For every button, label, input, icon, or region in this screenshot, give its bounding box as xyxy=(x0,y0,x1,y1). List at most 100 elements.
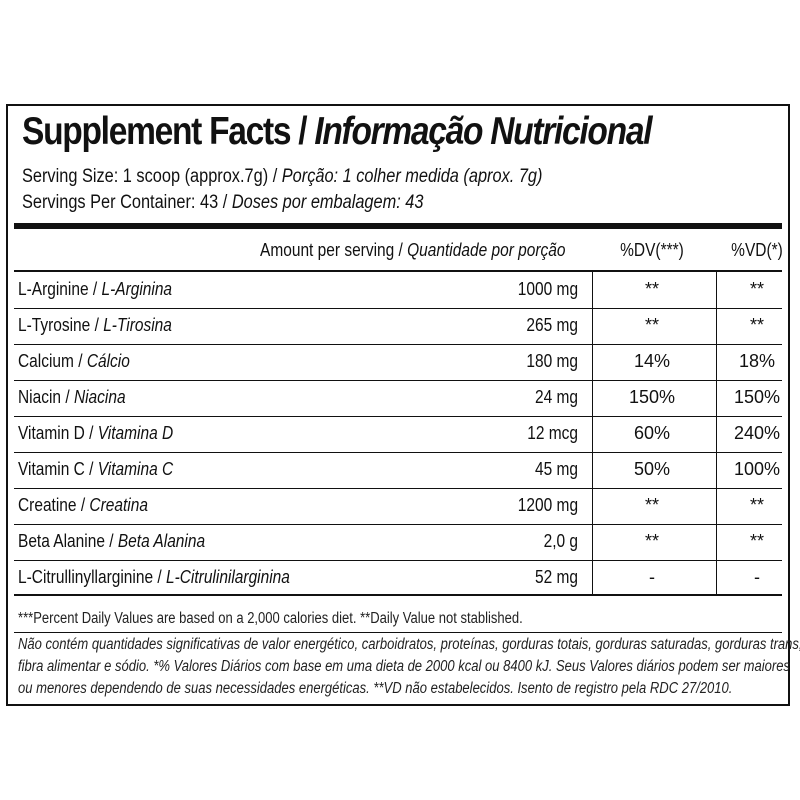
nutrient-amount: 45 mg xyxy=(534,459,578,479)
nutrient-dv: 60% xyxy=(633,423,671,443)
footnote-divider xyxy=(14,632,782,633)
table-row: Beta Alanine / Beta Alanina 2,0 g ** ** xyxy=(8,524,788,560)
nutrient-amount: 52 mg xyxy=(534,567,578,587)
title-en: Supplement Facts xyxy=(22,110,292,153)
nutrient-name-separator: / xyxy=(90,315,104,335)
nutrient-vd: ** xyxy=(749,495,764,515)
nutrient-name: L-Arginine / L-Arginina xyxy=(18,279,172,300)
supplement-facts-panel: Supplement Facts / Informação Nutriciona… xyxy=(6,104,800,706)
nutrient-dv: 150% xyxy=(628,387,676,407)
row-divider xyxy=(14,524,782,525)
nutrient-name-pt: Creatina xyxy=(89,495,148,515)
row-divider xyxy=(14,452,782,453)
nutrient-amount: 1000 mg xyxy=(517,279,578,299)
nutrient-name: Calcium / Cálcio xyxy=(18,351,130,372)
table-row: L-Arginine / L-Arginina 1000 mg ** ** xyxy=(8,272,788,308)
nutrient-name-pt: Niacina xyxy=(73,387,126,407)
row-divider xyxy=(14,488,782,489)
footnote-pt-line-1: Não contém quantidades significativas de… xyxy=(18,636,800,653)
amount-header-pt: Quantidade por porção xyxy=(407,240,566,260)
nutrient-vd: 150% xyxy=(733,387,781,407)
title-separator: / xyxy=(290,110,315,153)
nutrient-name-separator: / xyxy=(153,567,166,587)
nutrient-dv: - xyxy=(649,567,655,587)
nutrient-name: L-Tyrosine / L-Tirosina xyxy=(18,315,172,336)
nutrient-name-separator: / xyxy=(73,351,87,371)
nutrient-name-separator: / xyxy=(88,279,102,299)
nutrient-name: Niacin / Niacina xyxy=(18,387,126,408)
nutrient-name-pt: Vitamina D xyxy=(97,423,174,443)
nutrient-name-pt: Beta Alanina xyxy=(117,531,206,551)
nutrient-vd: ** xyxy=(749,315,764,335)
nutrient-name-separator: / xyxy=(84,459,98,479)
header-thick-rule xyxy=(14,223,782,229)
table-row: Calcium / Cálcio 180 mg 14% 18% xyxy=(8,344,788,380)
nutrient-vd: - xyxy=(754,567,760,587)
amount-header-en: Amount per serving xyxy=(260,240,395,260)
nutrient-name-en: Beta Alanine xyxy=(18,531,105,551)
nutrient-name-pt: L-Arginina xyxy=(101,279,173,299)
footnote-pt-line-3: ou menores dependendo de suas necessidad… xyxy=(18,680,733,697)
servings-per-container-en: Servings Per Container: 43 xyxy=(22,192,219,213)
footnote-en: ***Percent Daily Values are based on a 2… xyxy=(18,610,523,627)
nutrient-name-en: L-Citrullinyllarginine xyxy=(18,567,154,587)
nutrient-name: L-Citrullinyllarginine / L-Citrulinilarg… xyxy=(18,567,290,588)
nutrient-name-pt: Cálcio xyxy=(86,351,130,371)
table-row: Vitamin D / Vitamina D 12 mcg 60% 240% xyxy=(8,416,788,452)
nutrient-name-en: L-Tyrosine xyxy=(18,315,91,335)
nutrient-name-pt: L-Citrulinilarginina xyxy=(165,567,290,587)
table-bottom-rule xyxy=(14,594,782,596)
serving-size-separator: / xyxy=(268,166,282,187)
vd-header: %VD(*) xyxy=(731,240,783,260)
footnote-pt-line-2: fibra alimentar e sódio. *% Valores Diár… xyxy=(18,658,790,675)
nutrient-vd: ** xyxy=(749,531,764,551)
amount-column-divider xyxy=(592,272,593,594)
nutrient-name: Creatine / Creatina xyxy=(18,495,148,516)
serving-size: Serving Size: 1 scoop (approx.7g) / Porç… xyxy=(22,166,542,188)
nutrient-name: Vitamin D / Vitamina D xyxy=(18,423,173,444)
serving-size-pt: Porção: 1 colher medida (aprox. 7g) xyxy=(281,166,543,187)
title-pt: Informação Nutricional xyxy=(314,110,652,153)
nutrient-dv: 14% xyxy=(633,351,671,371)
nutrient-dv: ** xyxy=(644,495,659,515)
servings-per-container-pt: Doses por embalagem: 43 xyxy=(231,192,424,213)
nutrient-dv: ** xyxy=(644,279,659,299)
amount-header-separator: / xyxy=(394,240,408,260)
serving-size-en: Serving Size: 1 scoop (approx.7g) xyxy=(22,166,269,187)
nutrient-name-en: Vitamin C xyxy=(18,459,85,479)
nutrient-dv: ** xyxy=(644,315,659,335)
nutrient-amount: 265 mg xyxy=(526,315,578,335)
nutrient-name: Beta Alanine / Beta Alanina xyxy=(18,531,205,552)
row-divider xyxy=(14,416,782,417)
nutrient-name-separator: / xyxy=(104,531,118,551)
nutrient-name-separator: / xyxy=(61,387,74,407)
nutrient-amount: 180 mg xyxy=(526,351,578,371)
nutrient-name-en: Niacin xyxy=(18,387,62,407)
nutrient-vd: 18% xyxy=(738,351,776,371)
dv-column-divider xyxy=(716,272,717,594)
row-divider xyxy=(14,560,782,561)
row-divider xyxy=(14,380,782,381)
table-row: Vitamin C / Vitamina C 45 mg 50% 100% xyxy=(8,452,788,488)
nutrient-amount: 2,0 g xyxy=(543,531,578,551)
nutrient-name: Vitamin C / Vitamina C xyxy=(18,459,173,480)
nutrient-name-en: Creatine xyxy=(18,495,77,515)
amount-header: Amount per serving / Quantidade por porç… xyxy=(260,240,566,261)
nutrient-name-en: Calcium xyxy=(18,351,74,371)
table-row: Creatine / Creatina 1200 mg ** ** xyxy=(8,488,788,524)
servings-per-container-separator: / xyxy=(218,192,232,213)
table-row: L-Tyrosine / L-Tirosina 265 mg ** ** xyxy=(8,308,788,344)
nutrient-name-separator: / xyxy=(84,423,98,443)
nutrient-name-separator: / xyxy=(76,495,90,515)
nutrient-vd: 100% xyxy=(733,459,781,479)
dv-header: %DV(***) xyxy=(620,240,684,260)
row-divider xyxy=(14,344,782,345)
nutrient-name-en: L-Arginine xyxy=(18,279,89,299)
table-row: L-Citrullinyllarginine / L-Citrulinilarg… xyxy=(8,560,788,596)
row-divider xyxy=(14,308,782,309)
nutrient-dv: ** xyxy=(644,531,659,551)
nutrient-vd: 240% xyxy=(733,423,781,443)
nutrient-vd: ** xyxy=(749,279,764,299)
nutrient-name-pt: L-Tirosina xyxy=(103,315,172,335)
nutrient-amount: 24 mg xyxy=(534,387,578,407)
